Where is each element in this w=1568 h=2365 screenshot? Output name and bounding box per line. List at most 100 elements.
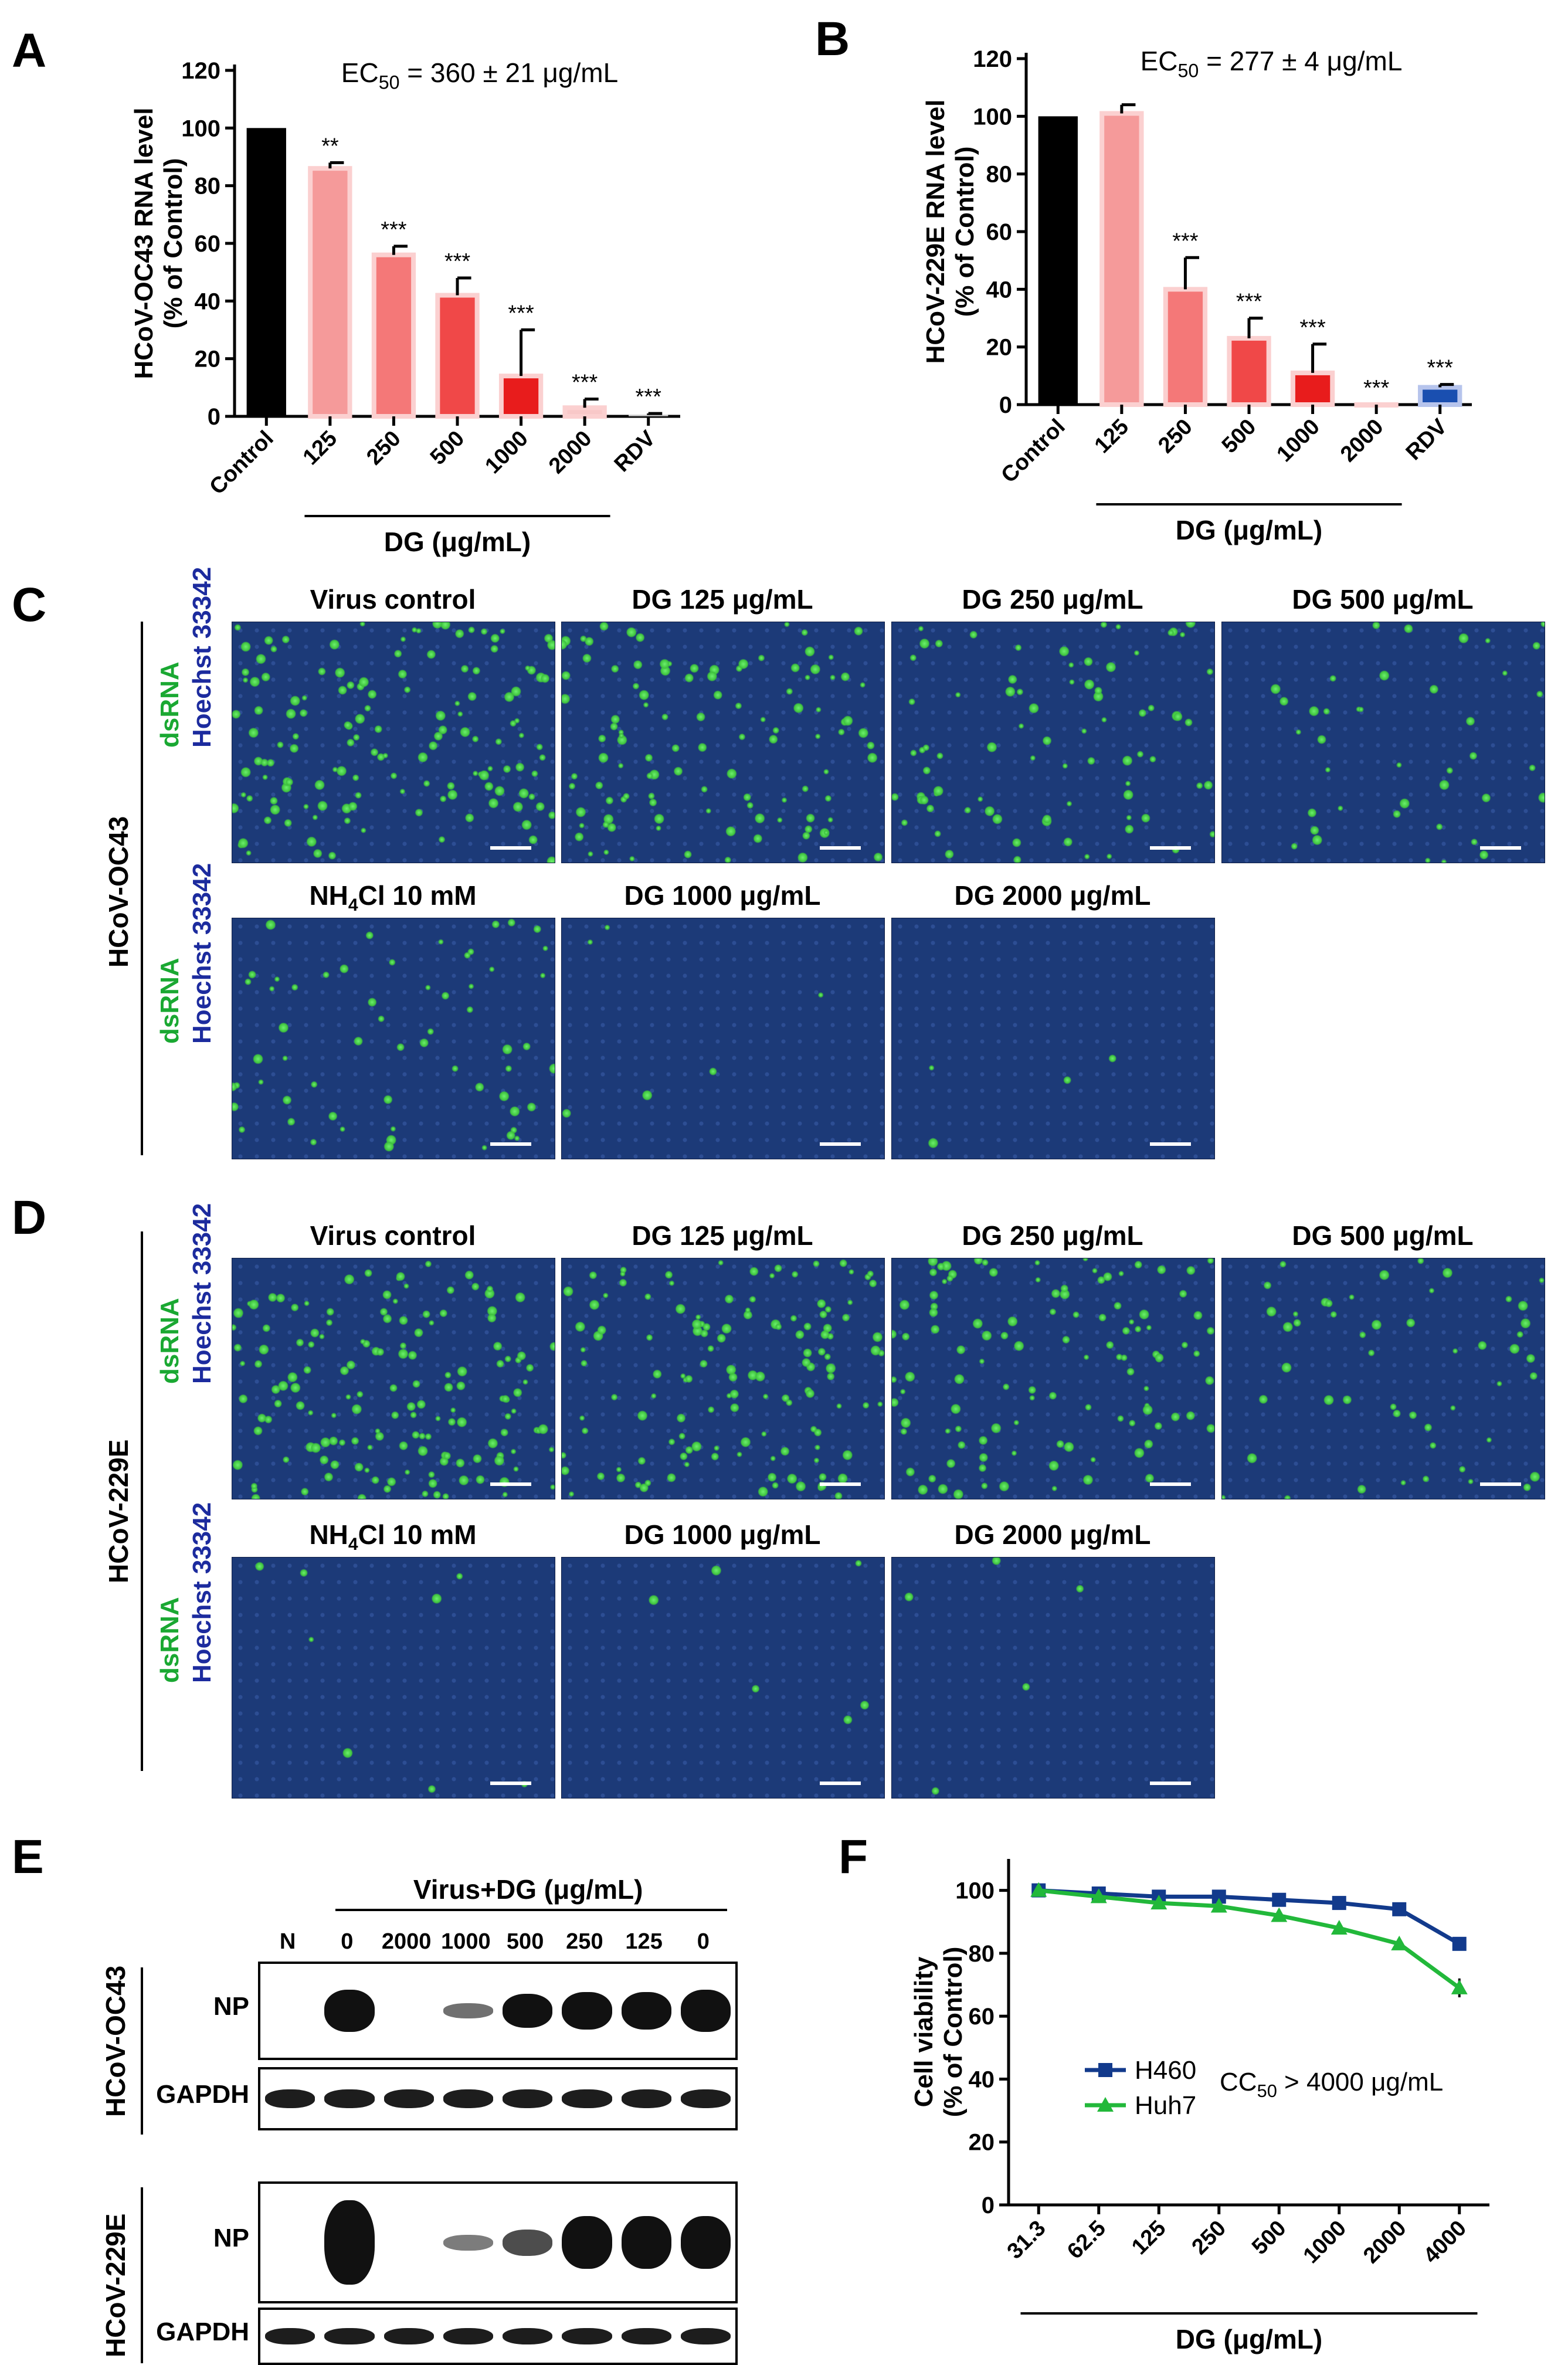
scale-bar bbox=[820, 1142, 861, 1146]
panel-letter-e: E bbox=[12, 1830, 44, 1884]
data-point bbox=[1090, 1888, 1107, 1903]
x-axis-label: DG (μg/mL) bbox=[1176, 2324, 1322, 2354]
y-tick-label: 60 bbox=[195, 231, 221, 257]
data-point bbox=[1452, 1936, 1467, 1951]
blot-divider bbox=[141, 2187, 143, 2363]
blot-band bbox=[680, 2089, 731, 2108]
micrograph bbox=[232, 918, 555, 1159]
micrograph-title: Virus control bbox=[310, 1220, 476, 1251]
data-point bbox=[1150, 1895, 1167, 1910]
panel-letter-b: B bbox=[815, 12, 850, 66]
chart-title: EC50 = 360 ± 21 μg/mL bbox=[341, 57, 618, 93]
y-tick-label: 100 bbox=[955, 1878, 995, 1904]
blot-band bbox=[443, 2089, 493, 2108]
blot-band bbox=[621, 2327, 671, 2345]
significance-mark: *** bbox=[1236, 290, 1262, 314]
micrograph bbox=[561, 918, 885, 1159]
y-tick-label: 0 bbox=[999, 392, 1012, 418]
blot-band bbox=[680, 1990, 731, 2032]
blot-band bbox=[383, 2327, 434, 2345]
micrograph bbox=[891, 622, 1215, 863]
bar bbox=[1418, 385, 1462, 407]
stain-label-hoechst: Hoechst 33342 bbox=[188, 1502, 216, 1683]
x-tick-label: 1000 bbox=[1272, 415, 1324, 467]
bar bbox=[1038, 116, 1078, 405]
lane-label: 1000 bbox=[441, 1929, 491, 1954]
blot-row-label: GAPDH bbox=[156, 2080, 249, 2109]
blot-band bbox=[383, 2089, 434, 2108]
micrograph-title: DG 500 μg/mL bbox=[1292, 1220, 1474, 1251]
data-point bbox=[1391, 1935, 1408, 1950]
stain-label-dsrna: dsRNA bbox=[155, 958, 184, 1044]
blot-band bbox=[324, 2089, 375, 2108]
micrograph bbox=[232, 1557, 555, 1799]
lane-label: 2000 bbox=[381, 1929, 432, 1954]
scale-bar bbox=[490, 1142, 531, 1146]
scale-bar bbox=[820, 1482, 861, 1486]
micrograph-title: DG 2000 μg/mL bbox=[954, 1519, 1151, 1550]
scale-bar bbox=[820, 1782, 861, 1785]
bar bbox=[1290, 370, 1335, 408]
chart-title: EC50 = 277 ± 4 μg/mL bbox=[1141, 46, 1403, 82]
blot-band bbox=[443, 2234, 493, 2251]
bar bbox=[371, 252, 416, 419]
significance-mark: *** bbox=[1172, 229, 1199, 253]
blot-band bbox=[265, 2089, 315, 2108]
lane-label: 0 bbox=[341, 1929, 354, 1954]
blot-band bbox=[503, 1994, 553, 2028]
bar bbox=[629, 415, 668, 416]
y-tick-label: 40 bbox=[195, 289, 221, 314]
scale-bar bbox=[1150, 846, 1191, 850]
y-tick-label: 60 bbox=[969, 2004, 995, 2030]
y-tick-label: 80 bbox=[195, 174, 221, 199]
x-tick-label: 31.3 bbox=[1003, 2216, 1051, 2264]
significance-mark: *** bbox=[508, 301, 534, 326]
x-tick-label: 500 bbox=[1217, 415, 1261, 459]
y-tick-label: 60 bbox=[986, 219, 1013, 245]
data-point bbox=[1272, 1892, 1287, 1907]
bar bbox=[308, 166, 352, 419]
stain-label-hoechst: Hoechst 33342 bbox=[188, 1203, 216, 1384]
lane-label: 0 bbox=[697, 1929, 710, 1954]
blot-band bbox=[324, 1990, 375, 2032]
scale-bar bbox=[1480, 846, 1521, 850]
lane-label: 500 bbox=[506, 1929, 544, 1954]
scale-bar bbox=[490, 1782, 531, 1785]
x-tick-label: 250 bbox=[362, 426, 406, 470]
blot-row-label: GAPDH bbox=[156, 2318, 249, 2346]
lane-label: 250 bbox=[566, 1929, 603, 1954]
x-tick-label: 1000 bbox=[1299, 2216, 1351, 2268]
d-divider bbox=[141, 1231, 143, 1771]
y-tick-label: 20 bbox=[986, 335, 1013, 361]
y-tick-label: 80 bbox=[969, 1941, 995, 1967]
micrograph-title: DG 250 μg/mL bbox=[962, 1220, 1143, 1251]
y-tick-label: 40 bbox=[969, 2067, 995, 2092]
micrograph bbox=[1221, 1258, 1545, 1499]
significance-mark: *** bbox=[1427, 356, 1454, 381]
micrograph-title: DG 250 μg/mL bbox=[962, 584, 1143, 615]
y-axis-label: (% of Control) bbox=[939, 1947, 968, 2118]
stain-label-hoechst: Hoechst 33342 bbox=[188, 566, 216, 748]
blot-band bbox=[562, 2216, 612, 2269]
panel-letter-a: A bbox=[12, 24, 47, 77]
x-tick-label: 2000 bbox=[1359, 2216, 1411, 2268]
data-point bbox=[1271, 1907, 1288, 1922]
x-tick-label: 500 bbox=[426, 426, 470, 470]
micrograph-title: DG 125 μg/mL bbox=[632, 584, 813, 615]
micrograph-title: DG 125 μg/mL bbox=[632, 1220, 813, 1251]
y-tick-label: 0 bbox=[982, 2193, 995, 2218]
y-axis-label: (% of Control) bbox=[159, 158, 188, 329]
x-tick-label: RDV bbox=[610, 426, 661, 477]
stain-label-dsrna: dsRNA bbox=[155, 1298, 184, 1384]
chart-a: 0 20 40 60 80 100 120 Control ** 125 *** 250 *** 500 *… bbox=[130, 57, 680, 557]
blot-header-line bbox=[335, 1909, 727, 1911]
blot-band bbox=[562, 1991, 612, 2030]
blot-band bbox=[443, 2327, 493, 2345]
blot-band bbox=[562, 2327, 612, 2345]
micrograph-title: DG 1000 μg/mL bbox=[624, 1519, 821, 1550]
chart-f: 0 20 40 60 80 100 31.3 62.5 125 250 500 1000 2000 400… bbox=[909, 1859, 1489, 2354]
y-axis-label: HCoV-229E RNA level bbox=[921, 100, 950, 364]
micrograph bbox=[891, 1258, 1215, 1499]
blot-gapdh-229e bbox=[258, 2308, 738, 2365]
blot-np-229e bbox=[258, 2181, 738, 2303]
